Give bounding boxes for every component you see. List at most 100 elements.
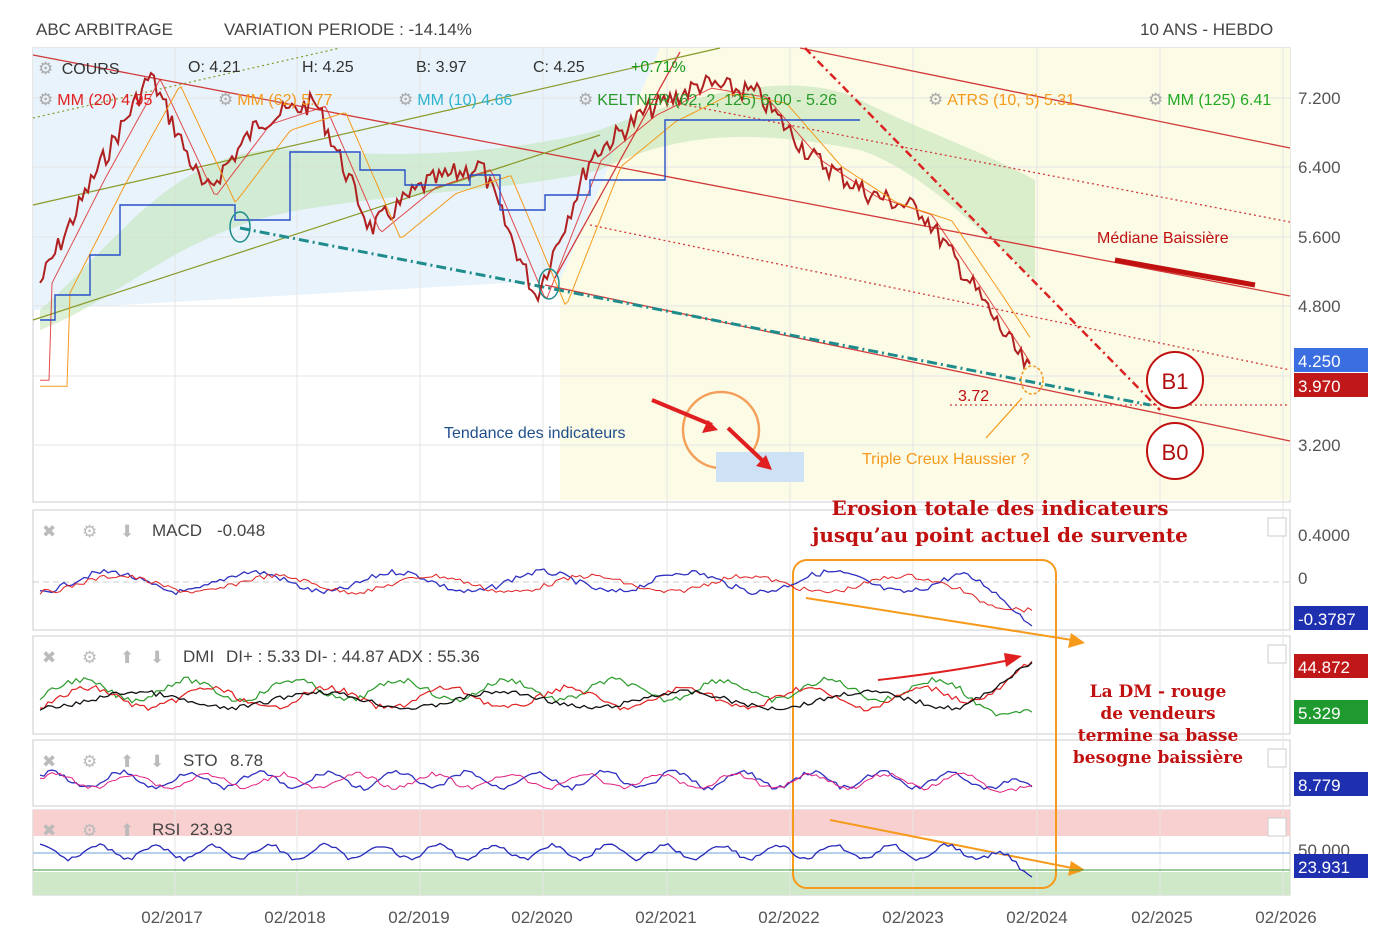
arrow-down-icon: ⬇: [150, 648, 164, 667]
badge-low: 3.970: [1298, 377, 1341, 396]
rsi-badge: 23.931: [1298, 858, 1350, 877]
macd-series: [39, 568, 1033, 627]
macd-label: MACD: [152, 521, 202, 540]
x-tick: 02/2023: [882, 908, 943, 927]
price-tick: 5.600: [1298, 228, 1341, 247]
triple-arrow: [985, 397, 1023, 439]
rsi-value: 23.93: [190, 820, 233, 839]
dmi-badge-green-bg: [1294, 700, 1368, 724]
price-tick: 6.400: [1298, 158, 1341, 177]
arrow-up-icon: ⬆: [120, 752, 134, 771]
dm-red-arrowhead: [1004, 653, 1022, 667]
close-icon: ✖: [42, 522, 56, 541]
atrs-series: [40, 119, 860, 321]
close-icon: ✖: [42, 752, 56, 771]
b1-circle: [1146, 351, 1204, 409]
rsi-series: [39, 842, 1033, 878]
mm62-series: [40, 86, 1031, 387]
badge-low-bg: [1294, 373, 1368, 397]
b0-label: B0: [1162, 440, 1189, 465]
b1-label: B1: [1162, 369, 1189, 394]
mm125-label: MM (125) 6.41: [1167, 92, 1272, 109]
price-series: [39, 71, 1031, 371]
close-icon: ✖: [42, 648, 56, 667]
dmi-panel-frame: [32, 635, 1291, 735]
trend-arrow-2: [726, 426, 766, 464]
mediane-label: Médiane Baissière: [1097, 230, 1229, 247]
gear-icon: ⚙: [82, 648, 97, 667]
adx-series: [39, 662, 1033, 711]
gear-icon[interactable]: ⚙: [1148, 90, 1164, 109]
legend-mm125: ⚙ MM (125) 6.41: [1148, 90, 1271, 110]
gear-icon[interactable]: ⚙: [398, 90, 414, 109]
badge-high-bg: [1294, 348, 1368, 372]
chart-title: ABC ARBITRAGE: [36, 20, 173, 39]
sto-series: [39, 769, 1033, 791]
badge-high: 4.250: [1298, 352, 1341, 371]
macd-badge-bg: [1294, 606, 1368, 630]
gear-icon: ⚙: [82, 752, 97, 771]
macd-tick: 0.4000: [1298, 526, 1350, 545]
bullish-channel: [32, 47, 721, 321]
gear-icon[interactable]: ⚙: [38, 59, 54, 78]
dm-note-line: besogne baissière: [1073, 748, 1243, 768]
gear-icon[interactable]: ⚙: [928, 90, 944, 109]
sto-value: 8.78: [230, 751, 263, 770]
cours-legend: ⚙ COURS O: 4.21 H: 4.25 B: 3.97 C: 4.25 …: [38, 59, 686, 79]
x-tick: 02/2026: [1255, 908, 1316, 927]
gear-icon[interactable]: ⚙: [578, 90, 594, 109]
price-tick: 7.200: [1298, 89, 1341, 108]
cours-label: COURS: [61, 61, 120, 78]
arrow-down-icon: ⬇: [150, 752, 164, 771]
dmi-badge-red: 44.872: [1298, 658, 1350, 677]
legend-mm10: ⚙ MM (10) 4.66: [398, 90, 512, 110]
macd-tick: 0: [1298, 569, 1307, 588]
cours-change: +0.71%: [631, 59, 686, 76]
panel-checkboxes[interactable]: [1267, 517, 1287, 837]
sto-panel-frame: [32, 739, 1291, 807]
current-low-circle: [1020, 365, 1044, 395]
dmi-checkbox: [1267, 644, 1287, 664]
level-label: 3.72: [958, 388, 989, 405]
x-axis: 02/2017 02/2018 02/2019 02/2020 02/2021 …: [141, 908, 1316, 927]
mm10-label: MM (10) 4.66: [417, 92, 513, 109]
dm-red-arrow: [877, 659, 1011, 681]
macd-trend-arrowhead: [1068, 633, 1085, 648]
dm-note-line: termine sa basse: [1078, 726, 1239, 746]
sto-label: STO: [183, 751, 218, 770]
legend-atrs: ⚙ ATRS (10, 5) 5.31: [928, 90, 1075, 110]
legend-mm20: ⚙ MM (20) 4.95: [38, 90, 152, 110]
dmi-badge-red-bg: [1294, 654, 1368, 678]
macd-value: -0.048: [217, 521, 265, 540]
trend-arrowhead-2: [756, 455, 772, 470]
erosion-line-1: Erosion totale des indicateurs: [832, 496, 1169, 520]
macd-checkbox: [1267, 517, 1287, 537]
x-tick: 02/2022: [758, 908, 819, 927]
low-circle-2017: [229, 211, 251, 243]
mm62-label: MM (62) 5.77: [237, 92, 333, 109]
dm-note-line: de vendeurs: [1100, 704, 1215, 724]
macd-badge: -0.3787: [1298, 610, 1356, 629]
cours-high: H: 4.25: [302, 59, 354, 76]
erosion-box: [792, 559, 1057, 889]
x-tick: 02/2025: [1131, 908, 1192, 927]
price-tick: 4.800: [1298, 297, 1341, 316]
cours-open: O: 4.21: [188, 59, 241, 76]
variation-periode: VARIATION PERIODE : -14.14%: [224, 20, 472, 39]
gear-icon[interactable]: ⚙: [218, 90, 234, 109]
gear-icon: ⚙: [82, 821, 97, 840]
resistance-line: [804, 47, 1161, 411]
gear-icon[interactable]: ⚙: [38, 90, 54, 109]
b0-circle: [1146, 422, 1204, 480]
trend-arrowhead-1: [702, 420, 718, 433]
sto-signal-series: [39, 771, 1033, 793]
di-minus-series: [39, 660, 1033, 712]
price-tick: 3.200: [1298, 436, 1341, 455]
macd-signal-series: [39, 573, 1033, 613]
rsi-trend-arrowhead: [1068, 861, 1085, 876]
tendance-label: Tendance des indicateurs: [444, 425, 625, 442]
macd-panel-frame: [32, 509, 1291, 631]
cours-close: C: 4.25: [533, 59, 585, 76]
yellow-zone: [560, 48, 1290, 500]
